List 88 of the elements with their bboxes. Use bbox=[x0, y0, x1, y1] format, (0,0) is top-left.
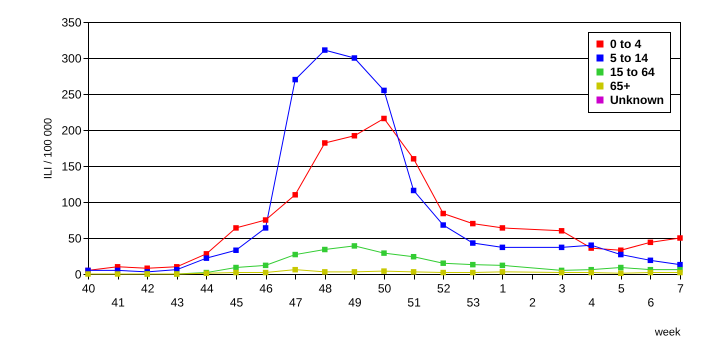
point bbox=[470, 262, 476, 268]
legend-label: 15 to 64 bbox=[610, 65, 656, 79]
point bbox=[204, 255, 210, 261]
point bbox=[440, 210, 446, 216]
point bbox=[440, 222, 446, 228]
point bbox=[648, 270, 654, 276]
legend-label: 65+ bbox=[610, 79, 630, 93]
point bbox=[677, 270, 683, 276]
y-tick-label: 250 bbox=[61, 88, 82, 102]
y-tick-label: 350 bbox=[61, 16, 82, 30]
point bbox=[262, 262, 268, 268]
point bbox=[618, 270, 624, 276]
point bbox=[381, 250, 387, 256]
x-tick-label: 3 bbox=[558, 282, 566, 296]
point bbox=[233, 248, 239, 253]
legend-label: 0 to 4 bbox=[610, 37, 642, 51]
point bbox=[440, 270, 446, 276]
point bbox=[292, 252, 298, 258]
point bbox=[588, 242, 594, 248]
point bbox=[410, 254, 416, 260]
x-tick-label: 6 bbox=[648, 296, 655, 310]
x-tick-label: 44 bbox=[200, 282, 214, 296]
point bbox=[410, 188, 416, 194]
x-axis-title: week bbox=[654, 326, 681, 338]
point bbox=[292, 266, 298, 272]
point bbox=[618, 264, 624, 270]
point bbox=[322, 246, 328, 252]
legend-label: Unknown bbox=[610, 93, 664, 107]
point bbox=[558, 244, 564, 250]
point bbox=[500, 225, 506, 231]
x-tick-label: 53 bbox=[466, 296, 480, 310]
point bbox=[500, 244, 506, 250]
x-tick-label: 4 bbox=[588, 296, 596, 310]
x-tick-label: 7 bbox=[677, 282, 684, 296]
x-tick-label: 52 bbox=[437, 282, 451, 296]
point bbox=[233, 270, 239, 276]
point bbox=[500, 269, 506, 275]
point bbox=[322, 47, 328, 53]
x-tick-label: 51 bbox=[407, 296, 422, 310]
x-tick-label: 2 bbox=[529, 296, 536, 310]
x-tick-label: 50 bbox=[378, 282, 392, 296]
point bbox=[262, 270, 268, 276]
x-tick-label: 42 bbox=[141, 282, 155, 296]
y-tick-label: 150 bbox=[61, 160, 82, 174]
point bbox=[470, 220, 476, 226]
point bbox=[381, 116, 387, 122]
x-tick-label: 49 bbox=[348, 296, 362, 310]
x-tick-label: 41 bbox=[111, 296, 126, 310]
y-axis-title: ILI / 100 000 bbox=[42, 118, 54, 180]
point bbox=[352, 55, 358, 61]
point bbox=[558, 228, 564, 234]
point bbox=[500, 262, 506, 268]
point bbox=[322, 269, 328, 275]
point bbox=[440, 260, 446, 266]
point bbox=[292, 192, 298, 198]
y-tick-label: 100 bbox=[61, 196, 82, 210]
x-tick-label: 45 bbox=[230, 296, 244, 310]
point bbox=[470, 270, 476, 276]
point bbox=[618, 252, 624, 258]
y-tick-label: 200 bbox=[61, 124, 82, 138]
point bbox=[410, 156, 416, 162]
point bbox=[470, 240, 476, 246]
point bbox=[648, 240, 654, 246]
point bbox=[381, 268, 387, 274]
x-tick-label: 47 bbox=[289, 296, 303, 310]
point bbox=[233, 225, 239, 231]
point bbox=[114, 271, 120, 277]
point bbox=[262, 217, 268, 223]
point bbox=[381, 88, 387, 94]
point bbox=[588, 270, 594, 276]
x-tick-label: 40 bbox=[82, 282, 96, 296]
x-tick-label: 46 bbox=[259, 282, 274, 296]
point bbox=[262, 225, 268, 231]
x-tick-label: 1 bbox=[500, 282, 507, 296]
point bbox=[352, 243, 358, 249]
x-tick-label: 43 bbox=[170, 296, 184, 310]
point bbox=[648, 258, 654, 264]
x-tick-label: 5 bbox=[618, 282, 625, 296]
point bbox=[410, 269, 416, 275]
point bbox=[352, 269, 358, 275]
y-tick-label: 50 bbox=[68, 232, 82, 246]
point bbox=[352, 133, 358, 138]
legend-label: 5 to 14 bbox=[610, 51, 648, 65]
point bbox=[292, 76, 298, 82]
y-tick-label: 300 bbox=[61, 52, 82, 66]
x-tick-label: 48 bbox=[318, 282, 332, 296]
point bbox=[322, 140, 328, 146]
y-tick-label: 0 bbox=[74, 268, 82, 282]
